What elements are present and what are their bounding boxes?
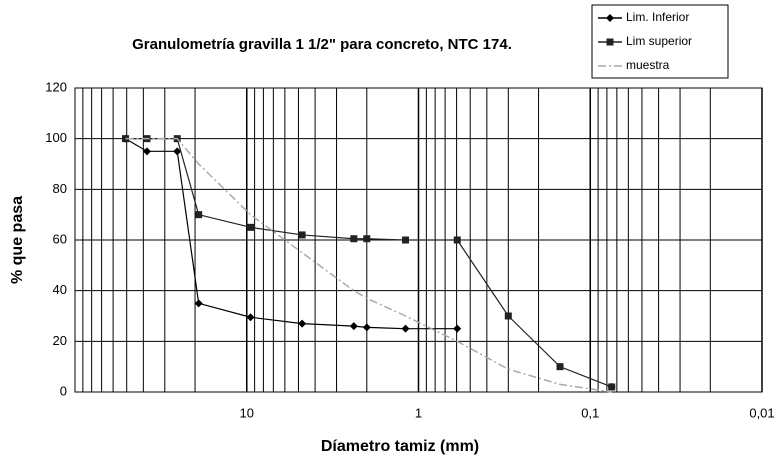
data-point [142,147,151,156]
data-point [401,324,410,333]
y-tick-label: 100 [45,130,67,145]
chart-title: Granulometría gravilla 1 1/2" para concr… [132,36,512,53]
data-point [246,223,254,231]
data-point [608,383,616,391]
x-tick-label: 1 [415,405,422,420]
x-tick-label: 0,01 [749,405,774,420]
legend-marker [606,38,614,46]
y-tick-label: 20 [53,333,67,348]
legend-marker [606,14,614,22]
data-point [349,322,358,331]
data-point [298,319,307,328]
data-point [173,147,182,156]
legend-text: Lim. Inferior [626,10,689,24]
data-point [362,323,371,332]
data-point [453,236,461,244]
x-tick-label: 0,1 [581,405,599,420]
y-axis-label: % que pasa [9,196,26,284]
data-point [246,313,255,322]
y-tick-label: 80 [53,181,67,196]
x-axis-label: Díametro tamiz (mm) [321,438,479,455]
y-tick-label: 0 [60,383,67,398]
y-tick-label: 40 [53,282,67,297]
data-point [194,299,203,308]
data-point [363,235,371,243]
x-tick-label: 10 [240,405,254,420]
data-point [402,236,410,244]
data-point [556,363,564,371]
y-tick-label: 120 [45,79,67,94]
legend-text: muestra [626,58,670,72]
data-point [350,235,358,243]
series-line [125,137,612,393]
data-point [453,324,462,333]
y-tick-label: 60 [53,231,67,246]
data-point [195,211,203,219]
legend-text: Lim superior [626,34,692,48]
data-point [298,231,306,239]
data-point [504,312,512,320]
